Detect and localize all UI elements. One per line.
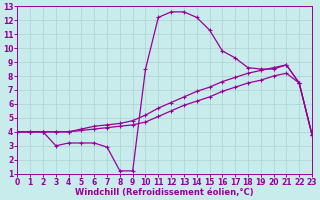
X-axis label: Windchill (Refroidissement éolien,°C): Windchill (Refroidissement éolien,°C) [76, 188, 254, 197]
